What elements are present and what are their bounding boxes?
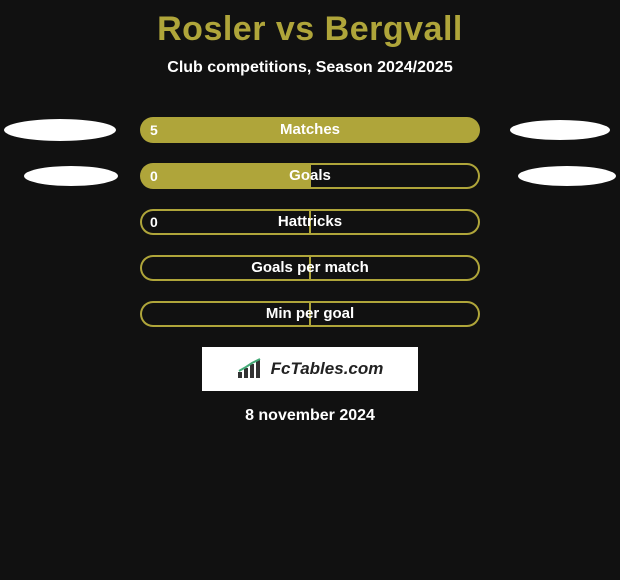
stat-row: Min per goal [0, 301, 620, 327]
bar-track [140, 209, 480, 235]
bar-left [140, 209, 310, 235]
subtitle: Club competitions, Season 2024/2025 [0, 59, 620, 77]
title-vs: vs [266, 10, 325, 48]
decoration-ellipse-left [24, 166, 118, 186]
comparison-chart: Matches5 Goals0 Hattricks0 Goals per match M… [0, 117, 620, 327]
stat-value-left: 0 [150, 209, 158, 235]
logo-text: FcTables.com [271, 359, 384, 379]
stat-value-left: 0 [150, 163, 158, 189]
title-player-right: Bergvall [325, 10, 463, 48]
bar-track [140, 117, 480, 143]
page-title: Rosler vs Bergvall [0, 0, 620, 49]
source-logo: FcTables.com [202, 347, 418, 391]
stat-value-left: 5 [150, 117, 158, 143]
bar-left [140, 301, 310, 327]
stat-row: Hattricks0 [0, 209, 620, 235]
stat-row: Matches5 [0, 117, 620, 143]
stat-row: Goals per match [0, 255, 620, 281]
stat-row: Goals0 [0, 163, 620, 189]
bar-right [310, 301, 480, 327]
title-player-left: Rosler [157, 10, 266, 48]
bar-right [310, 255, 480, 281]
bar-left [140, 255, 310, 281]
bars-icon [237, 358, 267, 380]
bar-track [140, 163, 480, 189]
bar-track [140, 301, 480, 327]
bar-track [140, 255, 480, 281]
decoration-ellipse-right [518, 166, 616, 186]
bar-right [310, 163, 480, 189]
decoration-ellipse-right [510, 120, 610, 140]
date-label: 8 november 2024 [0, 407, 620, 425]
comparison-infographic: Rosler vs Bergvall Club competitions, Se… [0, 0, 620, 580]
bar-left [140, 163, 310, 189]
bar-left [140, 117, 480, 143]
decoration-ellipse-left [4, 119, 116, 141]
bar-right [310, 209, 480, 235]
